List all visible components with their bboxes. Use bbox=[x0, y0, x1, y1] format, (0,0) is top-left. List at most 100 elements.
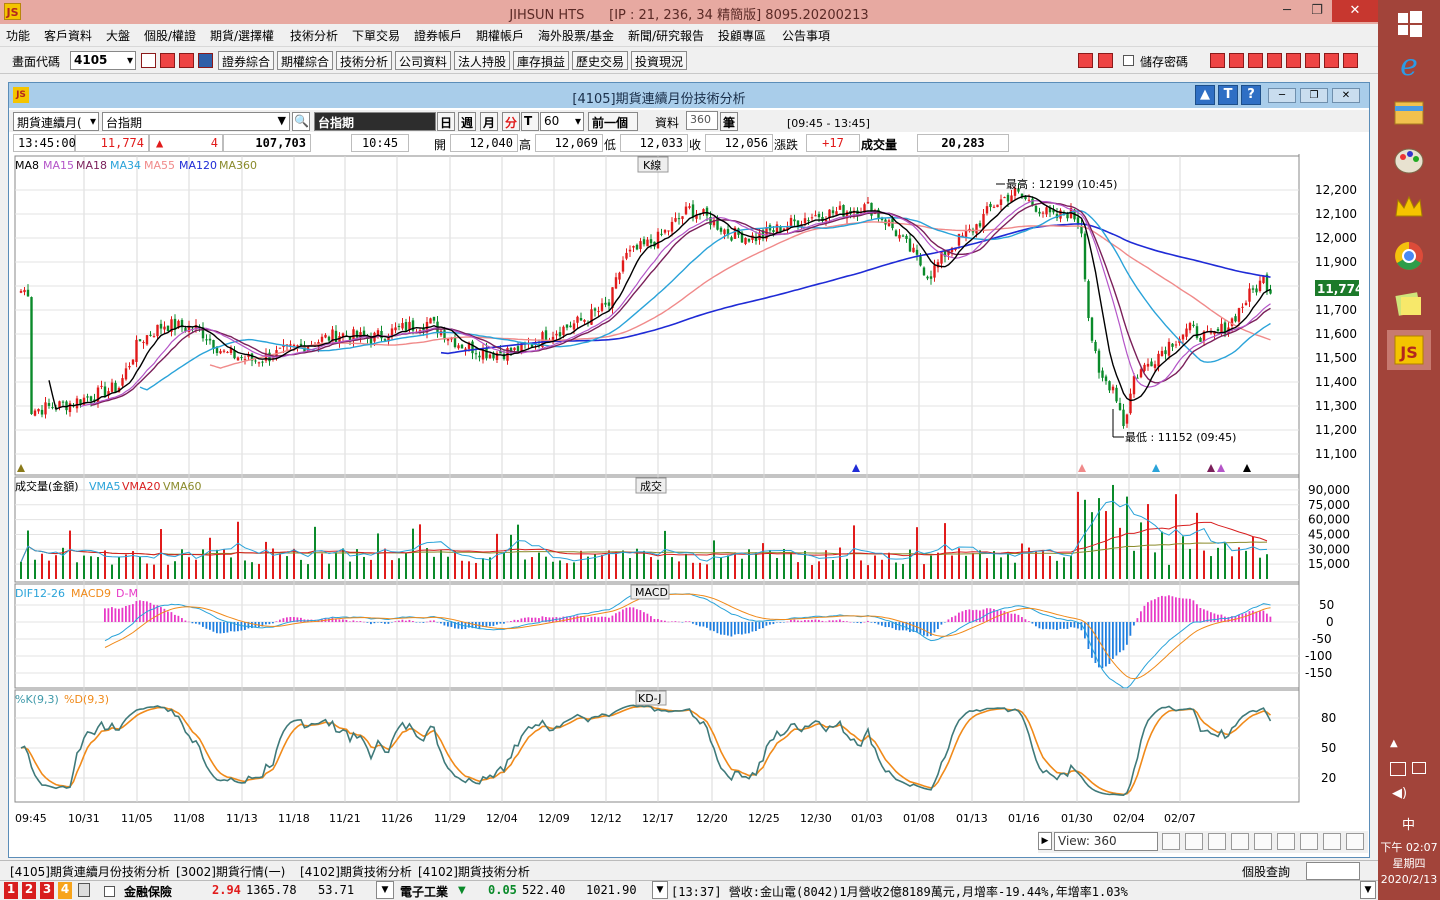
prev-button[interactable]: 前一個 bbox=[588, 112, 638, 131]
period-button-0[interactable]: 日 bbox=[437, 112, 455, 131]
market-select[interactable]: 期貨連續月(▾ bbox=[13, 112, 99, 131]
menu-item-4[interactable]: 期貨/選擇權 bbox=[210, 29, 275, 43]
menu-item-8[interactable]: 期權帳戶 bbox=[476, 29, 525, 43]
search-icon[interactable] bbox=[141, 53, 156, 68]
chevron-down-icon[interactable]: ▼ bbox=[1360, 881, 1376, 899]
toolbar-button-5[interactable]: 庫存損益 bbox=[513, 51, 570, 70]
pen-icon[interactable] bbox=[1323, 833, 1341, 850]
lock-icon[interactable] bbox=[78, 883, 90, 897]
news-ticker[interactable]: [13:37] 營收:金山電(8042)1月營收2億8189萬元,月增率-19.… bbox=[671, 885, 1128, 899]
drawing-tool-icon-2[interactable] bbox=[1248, 53, 1263, 68]
drawing-tool-icon-0[interactable] bbox=[1210, 53, 1225, 68]
toolbar-button-4[interactable]: 法人持股 bbox=[454, 51, 511, 70]
menu-item-3[interactable]: 個股/權證 bbox=[144, 29, 197, 43]
chevron-down-icon[interactable]: ▼ bbox=[652, 881, 668, 899]
product-input[interactable]: 台指期 ▼ bbox=[102, 112, 290, 131]
close-icon[interactable]: ✕ bbox=[1332, 0, 1378, 22]
chart-area[interactable]: 12,20012,10012,00011,90011,80011,70011,6… bbox=[9, 154, 1369, 831]
toolbar-button-6[interactable]: 歷史交易 bbox=[572, 51, 629, 70]
toolbar-button-0[interactable]: 證券綜合 bbox=[218, 51, 275, 70]
indicator-icon[interactable] bbox=[1254, 833, 1272, 850]
minimize-icon[interactable]: ─ bbox=[1283, 3, 1291, 18]
minutes-select[interactable]: 60 ▾ bbox=[540, 112, 584, 131]
windows-start-icon[interactable] bbox=[1387, 4, 1431, 44]
text-tool-icon[interactable]: T bbox=[1218, 85, 1238, 105]
ime-indicator[interactable]: 中 bbox=[1402, 818, 1416, 833]
menu-item-1[interactable]: 客戶資料 bbox=[44, 29, 93, 43]
up-icon[interactable]: ▲ bbox=[1195, 85, 1215, 105]
period-button-2[interactable]: 月 bbox=[480, 112, 498, 131]
sticky-notes-icon[interactable] bbox=[1387, 284, 1431, 324]
save-password-checkbox[interactable] bbox=[1123, 55, 1134, 66]
screen-button-3[interactable]: 3 bbox=[40, 882, 54, 899]
internet-explorer-icon[interactable]: e bbox=[1387, 44, 1431, 84]
copy-icon[interactable] bbox=[1277, 833, 1295, 850]
period-button-1[interactable]: 週 bbox=[458, 112, 476, 131]
search-icon[interactable]: 🔍 bbox=[292, 112, 310, 131]
drawing-tool-icon-7[interactable] bbox=[1343, 53, 1358, 68]
data-count-input[interactable]: 360 bbox=[686, 111, 718, 130]
menu-item-6[interactable]: 下單交易 bbox=[352, 29, 401, 43]
inner-minimize-icon[interactable]: ─ bbox=[1268, 88, 1296, 103]
scroll-right-icon[interactable]: ▶ bbox=[1038, 832, 1052, 850]
taskbar-clock[interactable]: 下午 02:07 星期四 2020/2/13 bbox=[1378, 840, 1440, 888]
drawing-tool-icon-3[interactable] bbox=[1267, 53, 1282, 68]
file-explorer-icon[interactable] bbox=[1387, 92, 1431, 132]
status-checkbox[interactable] bbox=[104, 886, 115, 897]
menu-item-10[interactable]: 新聞/研究報告 bbox=[628, 29, 705, 43]
network-icon[interactable] bbox=[1412, 762, 1426, 774]
menu-item-5[interactable]: 技術分析 bbox=[290, 29, 339, 43]
settings-icon[interactable] bbox=[1162, 833, 1180, 850]
scissors-icon[interactable] bbox=[1208, 833, 1226, 850]
period-button-4[interactable]: T bbox=[521, 112, 539, 131]
drawing-tool-icon-5[interactable] bbox=[1305, 53, 1320, 68]
inner-restore-icon[interactable]: ❐ bbox=[1300, 88, 1328, 103]
menu-item-2[interactable]: 大盤 bbox=[106, 29, 131, 43]
chrome-icon[interactable] bbox=[1387, 236, 1431, 276]
menu-item-12[interactable]: 公告事項 bbox=[782, 29, 831, 43]
link-icon[interactable] bbox=[1185, 833, 1203, 850]
toolbar-button-7[interactable]: 投資現況 bbox=[631, 51, 688, 70]
flag-icon-1[interactable] bbox=[1078, 53, 1093, 68]
dropdown-icon[interactable] bbox=[198, 53, 213, 68]
code-input[interactable]: 4105 ▾ bbox=[70, 51, 136, 70]
tray-up-icon[interactable]: ▲ bbox=[1390, 738, 1398, 749]
menu-item-11[interactable]: 投顧專區 bbox=[718, 29, 767, 43]
tool-icon-1[interactable] bbox=[160, 53, 175, 68]
drawing-tool-icon-6[interactable] bbox=[1324, 53, 1339, 68]
toolbar-button-2[interactable]: 技術分析 bbox=[336, 51, 393, 70]
inner-close-icon[interactable]: ✕ bbox=[1332, 88, 1360, 103]
maximize-icon[interactable]: ❐ bbox=[1311, 3, 1323, 18]
menu-item-0[interactable]: 功能 bbox=[6, 29, 31, 43]
window-tab-3[interactable]: [4102]期貨技術分析 bbox=[418, 865, 530, 879]
flag-icon-2[interactable] bbox=[1098, 53, 1113, 68]
menu-item-9[interactable]: 海外股票/基金 bbox=[538, 29, 615, 43]
tool-icon-2[interactable] bbox=[179, 53, 194, 68]
paint-icon[interactable] bbox=[1387, 140, 1431, 180]
macd-histogram-bar bbox=[128, 605, 131, 622]
drawing-tool-icon-1[interactable] bbox=[1229, 53, 1244, 68]
window-tab-1[interactable]: [3002]期貨行情(一) bbox=[176, 865, 286, 879]
drawing-tool-icon-4[interactable] bbox=[1286, 53, 1301, 68]
view-count[interactable]: View: 360 bbox=[1054, 832, 1158, 851]
screen-button-2[interactable]: 2 bbox=[22, 882, 36, 899]
period-button-3[interactable]: 分 bbox=[502, 112, 520, 131]
toolbar-button-1[interactable]: 期權綜合 bbox=[277, 51, 334, 70]
zoom-icon[interactable] bbox=[1231, 833, 1249, 850]
tray-app-icon[interactable] bbox=[1390, 762, 1406, 776]
screen-button-1[interactable]: 1 bbox=[4, 882, 18, 899]
help-icon[interactable]: ? bbox=[1241, 85, 1261, 105]
toolbar-button-3[interactable]: 公司資料 bbox=[395, 51, 452, 70]
volume-icon[interactable]: ◀) bbox=[1392, 786, 1408, 801]
window-tab-0[interactable]: [4105]期貨連續月份技術分析 bbox=[10, 865, 170, 879]
screen-button-4[interactable]: 4 bbox=[58, 882, 72, 899]
window-tab-2[interactable]: [4102]期貨技術分析 bbox=[300, 865, 412, 879]
crown-app-icon[interactable] bbox=[1387, 188, 1431, 228]
gear-icon[interactable] bbox=[1346, 833, 1364, 850]
table-icon[interactable] bbox=[1300, 833, 1318, 850]
menu-item-7[interactable]: 證券帳戶 bbox=[414, 29, 463, 43]
unit-button[interactable]: 筆 bbox=[720, 112, 738, 131]
jihsun-hts-icon[interactable]: JS bbox=[1387, 330, 1431, 370]
stock-query-input[interactable] bbox=[1306, 862, 1360, 880]
chevron-down-icon[interactable]: ▼ bbox=[376, 881, 394, 899]
